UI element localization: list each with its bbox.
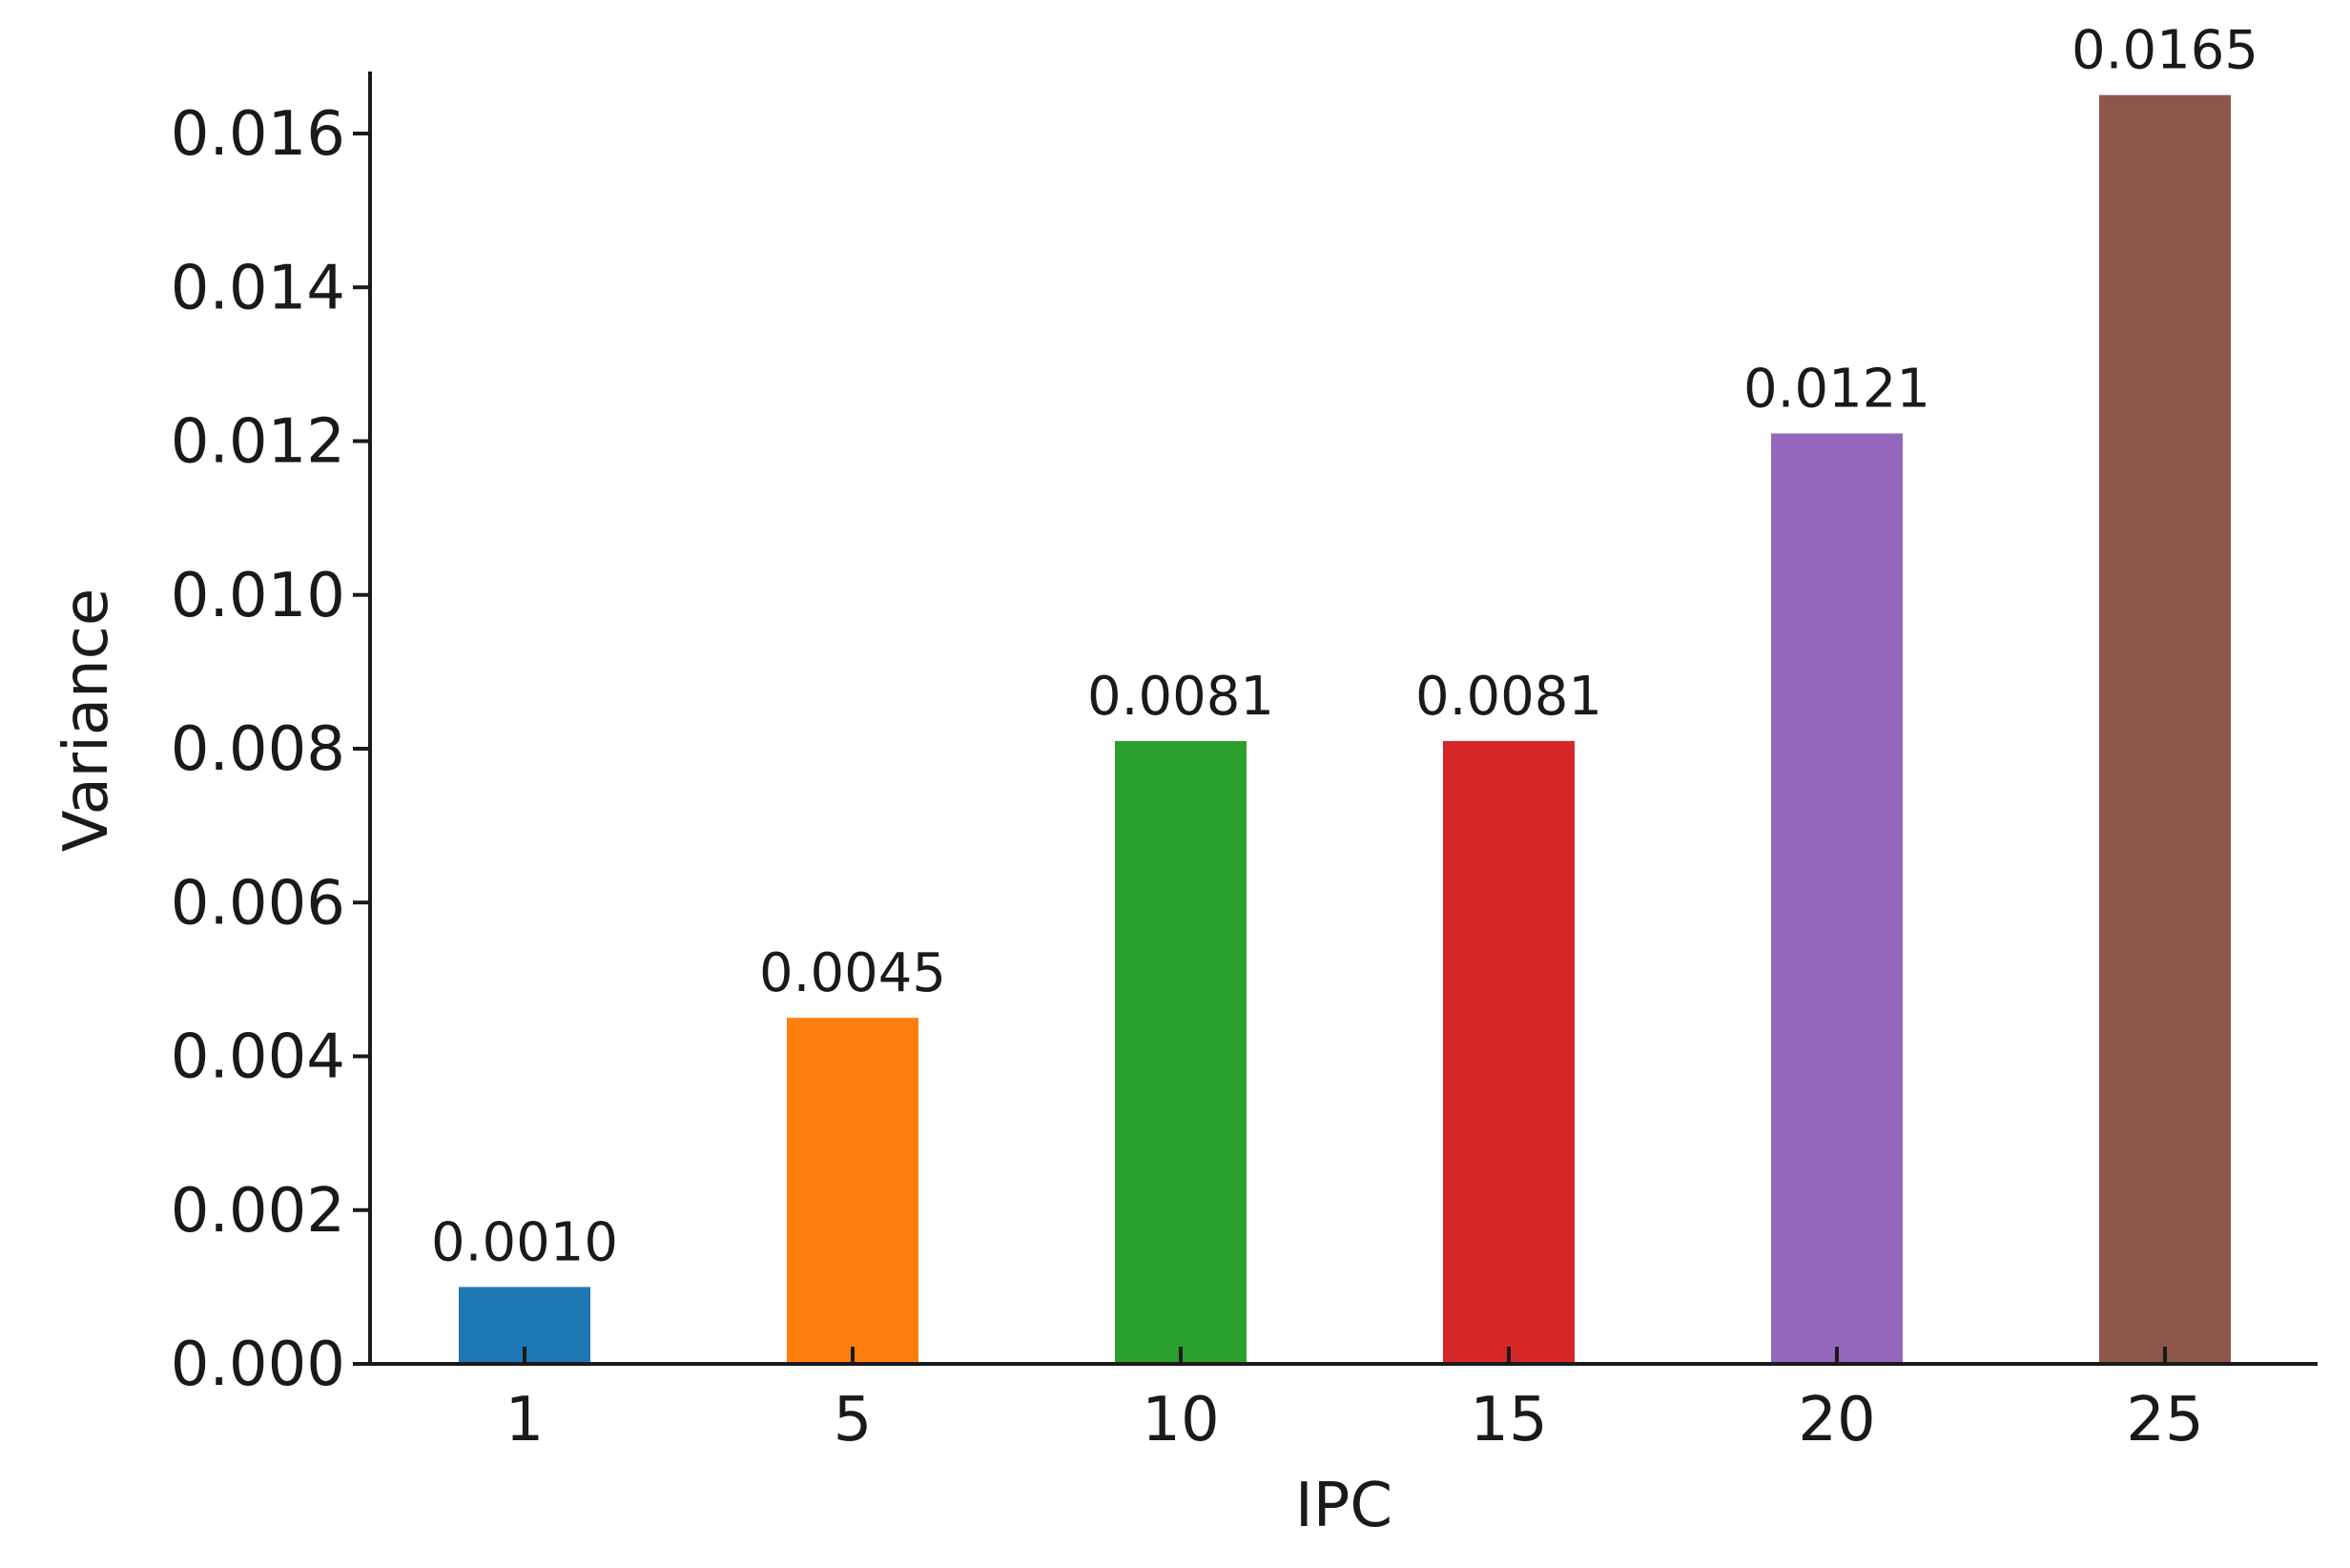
x-tick-label: 15 (1470, 1385, 1547, 1455)
data-label-ipc-20: 0.0121 (1743, 358, 1930, 420)
y-axis: 0.000 0.002 0.004 0.006 0.008 0.010 0.012 0.014… (171, 72, 372, 1400)
x-tick-label: 25 (2126, 1385, 2203, 1455)
y-tick-label: 0.000 (171, 1330, 345, 1400)
x-tick-label: 1 (505, 1385, 545, 1455)
bar-ipc-25 (2099, 94, 2231, 1364)
bar-ipc-5 (787, 1018, 918, 1364)
data-label-ipc-15: 0.0081 (1415, 666, 1602, 728)
y-tick-label: 0.004 (171, 1022, 345, 1093)
bar-ipc-15 (1443, 740, 1575, 1364)
y-axis-title: Variance (52, 588, 122, 852)
x-axis: 1 5 10 15 20 25 (370, 1347, 2318, 1455)
data-label-ipc-25: 0.0165 (2072, 20, 2258, 82)
x-tick-label: 10 (1142, 1385, 1219, 1455)
data-label-ipc-5: 0.0045 (759, 942, 946, 1004)
y-tick-label: 0.010 (171, 561, 345, 631)
x-axis-title: IPC (1295, 1471, 1392, 1541)
y-tick-label: 0.016 (171, 99, 345, 170)
data-label-ipc-1: 0.0010 (431, 1211, 618, 1273)
x-tick-label: 5 (834, 1385, 873, 1455)
y-tick-label: 0.008 (171, 714, 345, 785)
y-tick-label: 0.012 (171, 407, 345, 478)
y-tick-label: 0.006 (171, 868, 345, 939)
x-tick-label: 20 (1798, 1385, 1875, 1455)
data-labels-layer: 0.0010 0.0045 0.0081 0.0081 0.0121 0.0165 (431, 20, 2258, 1274)
y-tick-label: 0.002 (171, 1176, 345, 1247)
bar-ipc-20 (1771, 433, 1903, 1364)
bar-ipc-10 (1115, 740, 1247, 1364)
data-label-ipc-10: 0.0081 (1087, 666, 1274, 728)
bars-layer (459, 94, 2231, 1364)
y-tick-label: 0.014 (171, 253, 345, 323)
